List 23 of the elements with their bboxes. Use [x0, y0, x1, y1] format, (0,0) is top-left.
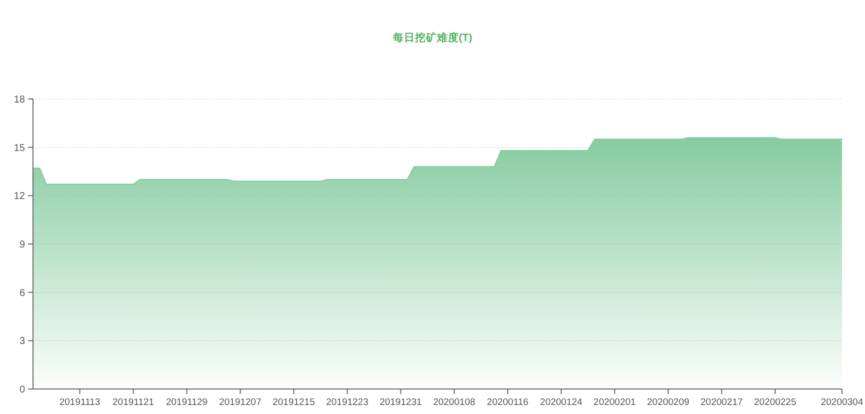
title: 每日挖矿难度(T)	[392, 32, 472, 44]
x-tick-label: 20200201	[594, 397, 636, 408]
y-tick-label: 18	[14, 94, 25, 106]
x-tick-label: 20200116	[486, 397, 528, 408]
x-tick-label: 20191121	[112, 397, 154, 408]
x-tick-label: 20200209	[647, 397, 690, 408]
x-tick-label: 20200225	[754, 397, 796, 408]
x-tick-label: 20191231	[380, 397, 422, 408]
x-tick-label: 20191223	[326, 397, 368, 408]
y-tick-label: 9	[19, 240, 25, 250]
y-tick-label: 0	[19, 384, 25, 396]
y-tick-label: 3	[19, 336, 25, 348]
y-tick-label: 6	[19, 288, 25, 299]
x-tick-label: 20200304	[820, 397, 864, 408]
x-tick-label: 20191113	[59, 397, 100, 408]
y-tick-label: 12	[14, 191, 25, 202]
x-tick-label: 20200108	[433, 397, 476, 408]
x-tick-label: 20191129	[166, 397, 208, 408]
x-tick-label: 20200124	[540, 397, 582, 408]
x-tick-label: 20200217	[700, 397, 743, 408]
y-tick-label: 15	[14, 142, 25, 154]
x-tick-label: 20191207	[219, 397, 262, 408]
x-tick-label: 20191215	[272, 397, 315, 408]
